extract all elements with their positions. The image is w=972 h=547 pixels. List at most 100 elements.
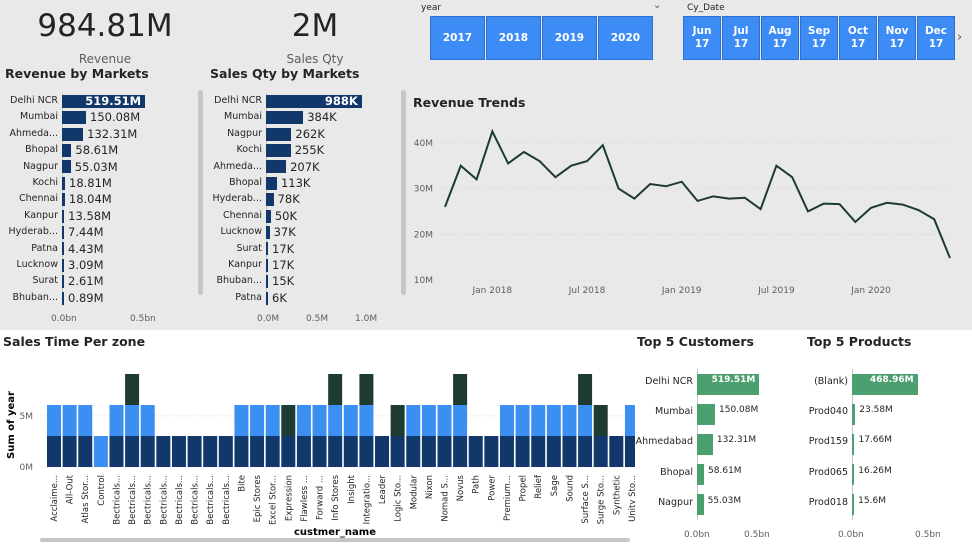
column-segment[interactable] <box>453 405 468 436</box>
column-segment[interactable] <box>578 436 593 467</box>
bar[interactable] <box>62 94 146 108</box>
column-segment[interactable] <box>531 436 546 467</box>
bar[interactable] <box>62 209 65 223</box>
bar[interactable] <box>266 225 270 239</box>
column-segment[interactable] <box>499 436 514 467</box>
bar[interactable] <box>62 258 64 272</box>
date-option-jul[interactable]: Jul 17 <box>722 16 760 60</box>
date-option-dec[interactable]: Dec 17 <box>917 16 955 60</box>
column-segment[interactable] <box>484 436 499 467</box>
column-segment[interactable] <box>624 436 635 467</box>
bar[interactable] <box>852 494 855 516</box>
column-segment[interactable] <box>375 436 390 467</box>
column-segment[interactable] <box>609 436 624 467</box>
column-segment[interactable] <box>562 436 577 467</box>
column-segment[interactable] <box>343 405 358 436</box>
column-segment[interactable] <box>406 405 421 436</box>
column-segment[interactable] <box>281 436 296 467</box>
bar[interactable] <box>62 176 65 190</box>
date-option-aug[interactable]: Aug 17 <box>761 16 799 60</box>
date-option-nov[interactable]: Nov 17 <box>878 16 916 60</box>
column-segment[interactable] <box>390 405 405 436</box>
column-segment[interactable] <box>296 436 311 467</box>
column-segment[interactable] <box>125 405 140 436</box>
bar[interactable] <box>62 127 84 141</box>
column-segment[interactable] <box>593 405 608 436</box>
column-segment[interactable] <box>78 436 93 467</box>
column-segment[interactable] <box>515 405 530 436</box>
bar[interactable] <box>266 275 268 289</box>
bar[interactable] <box>266 258 268 272</box>
column-segment[interactable] <box>499 405 514 436</box>
column-segment[interactable] <box>328 405 343 436</box>
bar[interactable] <box>62 143 72 157</box>
bar[interactable] <box>62 111 86 125</box>
column-segment[interactable] <box>515 436 530 467</box>
bar[interactable] <box>62 275 64 289</box>
bar[interactable] <box>266 111 304 125</box>
column-segment[interactable] <box>437 405 452 436</box>
column-segment[interactable] <box>562 405 577 436</box>
column-segment[interactable] <box>359 374 374 405</box>
column-segment[interactable] <box>140 405 155 436</box>
bar[interactable] <box>62 225 64 239</box>
bar[interactable] <box>62 242 64 256</box>
column-segment[interactable] <box>546 436 561 467</box>
column-segment[interactable] <box>171 436 186 467</box>
chevron-right-icon[interactable]: › <box>957 30 963 45</box>
column-segment[interactable] <box>250 405 265 436</box>
column-segment[interactable] <box>406 436 421 467</box>
column-segment[interactable] <box>359 405 374 436</box>
bar[interactable] <box>266 127 292 141</box>
bar[interactable] <box>62 160 71 174</box>
column-segment[interactable] <box>62 405 77 436</box>
column-segment[interactable] <box>250 436 265 467</box>
column-segment[interactable] <box>109 405 124 436</box>
revenue-markets-scrollbar[interactable] <box>198 90 203 295</box>
bar[interactable] <box>266 94 362 108</box>
bar[interactable] <box>697 464 705 486</box>
column-segment[interactable] <box>265 436 280 467</box>
year-option-2018[interactable]: 2018 <box>486 16 541 60</box>
column-segment[interactable] <box>125 436 140 467</box>
column-segment[interactable] <box>281 405 296 436</box>
column-segment[interactable] <box>578 405 593 436</box>
column-segment[interactable] <box>296 405 311 436</box>
column-segment[interactable] <box>359 436 374 467</box>
date-option-oct[interactable]: Oct 17 <box>839 16 877 60</box>
column-segment[interactable] <box>140 436 155 467</box>
bar[interactable] <box>266 242 268 256</box>
bar[interactable] <box>697 494 704 516</box>
column-segment[interactable] <box>343 436 358 467</box>
column-segment[interactable] <box>437 436 452 467</box>
column-segment[interactable] <box>328 436 343 467</box>
column-segment[interactable] <box>624 405 635 436</box>
bar[interactable] <box>852 434 855 455</box>
bar[interactable] <box>266 209 271 223</box>
date-option-jun[interactable]: Jun 17 <box>683 16 721 60</box>
column-segment[interactable] <box>531 405 546 436</box>
column-segment[interactable] <box>234 436 249 467</box>
column-segment[interactable] <box>62 436 77 467</box>
year-option-2017[interactable]: 2017 <box>430 16 485 60</box>
bar[interactable] <box>852 464 855 486</box>
column-segment[interactable] <box>328 374 343 405</box>
column-segment[interactable] <box>468 436 483 467</box>
column-segment[interactable] <box>453 374 468 405</box>
column-segment[interactable] <box>109 436 124 467</box>
column-segment[interactable] <box>47 405 61 436</box>
column-segment[interactable] <box>218 436 233 467</box>
chevron-down-icon[interactable]: ⌄ <box>653 0 662 11</box>
year-option-2019[interactable]: 2019 <box>542 16 597 60</box>
column-segment[interactable] <box>93 436 108 467</box>
column-segment[interactable] <box>312 405 327 436</box>
column-segment[interactable] <box>390 436 405 467</box>
bar[interactable] <box>266 291 268 305</box>
bar[interactable] <box>697 434 713 455</box>
column-segment[interactable] <box>203 436 218 467</box>
column-segment[interactable] <box>78 405 93 436</box>
column-segment[interactable] <box>421 405 436 436</box>
column-segment[interactable] <box>578 374 593 405</box>
bar[interactable] <box>266 176 277 190</box>
bar[interactable] <box>697 373 760 395</box>
